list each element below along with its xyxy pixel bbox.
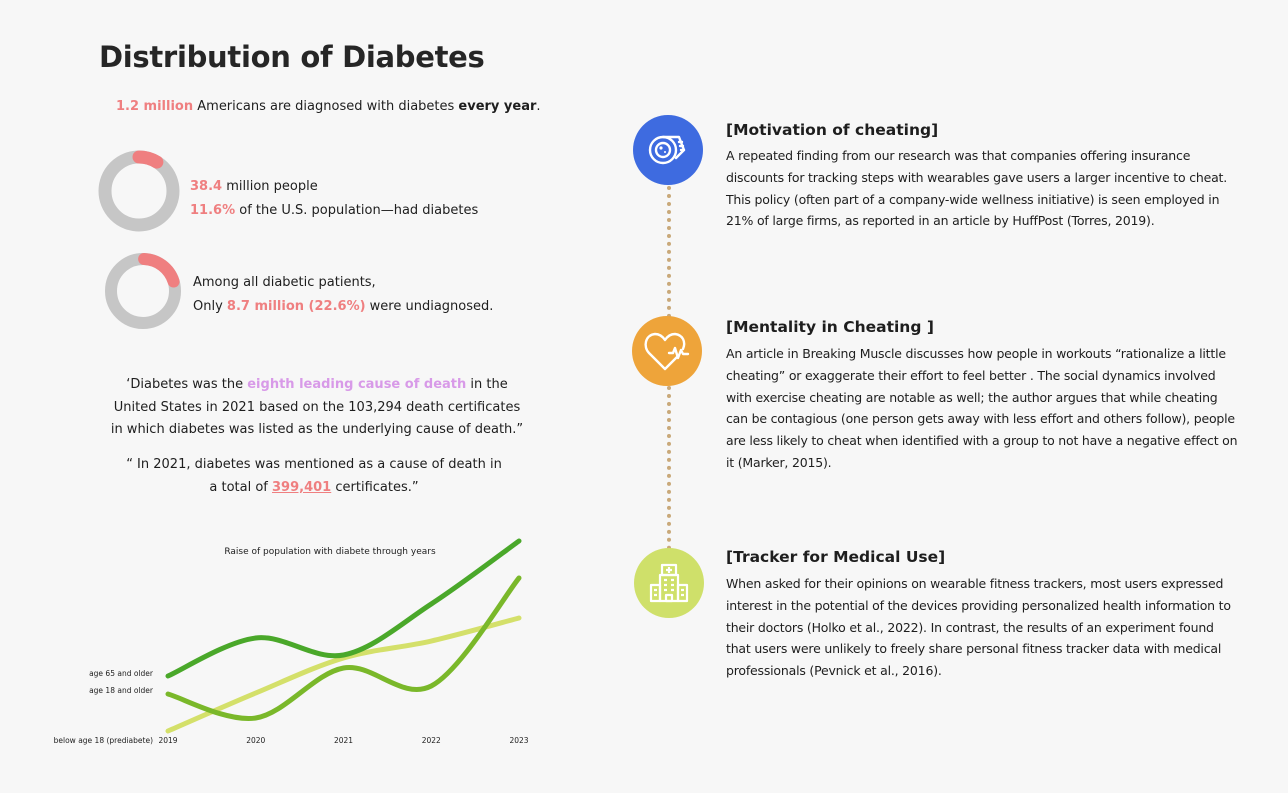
donut-arc <box>98 150 180 232</box>
certificates-link[interactable]: 399,401 <box>272 479 332 495</box>
stat-undiagnosed: Among all diabetic patients, Only 8.7 mi… <box>193 271 493 319</box>
donut-chart-population <box>98 150 180 232</box>
page-title: Distribution of Diabetes <box>99 40 485 74</box>
x-tick-label: 2022 <box>422 736 441 745</box>
line-chart: Raise of population with diabete through… <box>54 538 529 745</box>
stat-highlight: 38.4 <box>190 179 223 194</box>
stat-line-2: Only 8.7 million (22.6%) were undiagnose… <box>193 295 493 319</box>
intro-bold: every year <box>458 99 537 114</box>
timeline-marker-motivation <box>633 115 703 185</box>
section-title-mentality: [Mentality in Cheating ] <box>726 318 934 336</box>
x-tick-label: 2019 <box>158 736 177 745</box>
quote-text: “ In 2021, diabetes was mentioned as a c… <box>126 457 502 495</box>
x-tick-label: 2021 <box>334 736 353 745</box>
chart-title: Raise of population with diabete through… <box>224 547 436 557</box>
intro-end: . <box>536 99 541 114</box>
section-body-mentality: An article in Breaking Muscle discusses … <box>726 346 1238 470</box>
timeline-marker-mentality <box>632 316 702 386</box>
stat-text: were undiagnosed. <box>365 299 494 314</box>
stat-highlight: 11.6% <box>190 203 236 218</box>
legend-label: age 65 and older <box>89 669 154 678</box>
legend-label: age 18 and older <box>89 686 154 695</box>
legend-label: below age 18 (prediabete) <box>54 736 153 745</box>
timeline-marker-medical <box>634 548 704 618</box>
stat-highlight: 8.7 million (22.6%) <box>226 299 366 314</box>
series-line-0 <box>165 538 522 679</box>
series-line-1 <box>165 575 522 721</box>
hospital-icon <box>649 563 689 603</box>
quote-text: certificates.” <box>331 479 419 495</box>
section-body-motivation: A repeated finding from our research was… <box>726 148 1228 229</box>
stat-text: Only <box>193 299 227 314</box>
series-line-2 <box>165 615 522 734</box>
x-tick-label: 2020 <box>246 736 265 745</box>
donut-track <box>98 150 180 232</box>
stat-line-1: Among all diabetic patients, <box>193 275 376 290</box>
stat-line-2: 11.6% of the U.S. population—had diabete… <box>190 199 478 223</box>
donut-chart-undiagnosed <box>105 252 181 329</box>
intro-statement: 1.2 million Americans are diagnosed with… <box>116 99 541 114</box>
quote-certificates: “ In 2021, diabetes was mentioned as a c… <box>124 454 504 499</box>
donut-arc <box>105 252 181 329</box>
section-body-medical: When asked for their opinions on wearabl… <box>726 576 1231 679</box>
stat-text: million people <box>222 179 318 194</box>
quote-text: in the United States in 2021 based on th… <box>110 377 524 437</box>
x-tick-label: 2023 <box>509 736 528 745</box>
stat-population: 38.4 million people 11.6% of the U.S. po… <box>190 175 478 223</box>
heart-pulse-icon <box>644 332 690 371</box>
quote-leading-cause: ‘Diabetes was the eighth leading cause o… <box>108 374 526 442</box>
stat-line-1: 38.4 million people <box>190 175 478 199</box>
quote-text: ‘Diabetes was the <box>126 377 248 392</box>
timeline-connector <box>667 186 671 318</box>
quote-highlight: eighth leading cause of death <box>247 377 467 392</box>
section-title-motivation: [Motivation of cheating] <box>726 121 939 139</box>
intro-highlight: 1.2 million <box>116 99 194 114</box>
timeline-connector <box>667 386 671 550</box>
stat-text: of the U.S. population—had diabetes <box>235 203 479 218</box>
intro-text: Americans are diagnosed with diabetes <box>193 99 459 114</box>
section-title-medical: [Tracker for Medical Use] <box>726 548 946 566</box>
eye-icon <box>648 135 686 165</box>
